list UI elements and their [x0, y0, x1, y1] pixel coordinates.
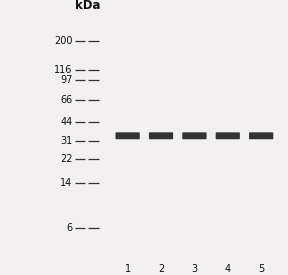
Text: 2: 2 [158, 264, 164, 274]
Text: 14: 14 [60, 178, 73, 188]
Text: 31: 31 [60, 136, 73, 146]
Text: 97: 97 [60, 75, 73, 85]
Text: 44: 44 [60, 117, 73, 127]
Text: 6: 6 [66, 223, 73, 233]
Text: 5: 5 [258, 264, 264, 274]
FancyBboxPatch shape [115, 132, 140, 139]
FancyBboxPatch shape [182, 132, 206, 139]
Text: kDa: kDa [75, 0, 100, 12]
FancyBboxPatch shape [216, 132, 240, 139]
Text: 200: 200 [54, 36, 73, 46]
Text: 22: 22 [60, 154, 73, 164]
Text: 66: 66 [60, 95, 73, 105]
FancyBboxPatch shape [149, 132, 173, 139]
Text: 1: 1 [125, 264, 131, 274]
Text: 116: 116 [54, 65, 73, 75]
Text: 4: 4 [225, 264, 231, 274]
FancyBboxPatch shape [249, 132, 273, 139]
Text: 3: 3 [191, 264, 198, 274]
